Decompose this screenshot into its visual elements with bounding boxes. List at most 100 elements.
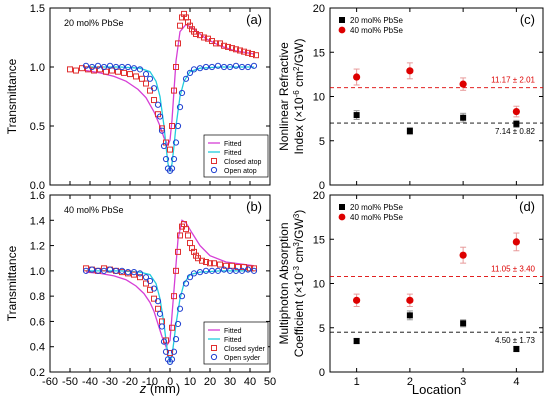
data-point bbox=[176, 305, 184, 312]
data-point bbox=[158, 127, 166, 134]
panel-letter: (d) bbox=[519, 199, 535, 214]
legend: Fitted Fitted Closed atop Open atop bbox=[203, 134, 269, 178]
legend-label: Closed atop bbox=[224, 159, 261, 166]
data-point bbox=[226, 63, 234, 71]
data-point bbox=[220, 266, 228, 273]
data-point bbox=[160, 142, 168, 150]
data-point bbox=[241, 48, 247, 55]
reference-label: 4.50 ± 1.73 bbox=[495, 336, 536, 345]
data-point bbox=[214, 62, 222, 69]
legend-box bbox=[203, 321, 269, 365]
legend-marker bbox=[338, 26, 346, 34]
legend-marker bbox=[210, 166, 218, 174]
data-point bbox=[208, 63, 216, 71]
x-tick-label: 40 bbox=[244, 376, 256, 388]
data-point bbox=[226, 267, 234, 274]
y-tick-label: 0.8 bbox=[30, 291, 45, 303]
data-point bbox=[207, 260, 213, 267]
data-point bbox=[169, 123, 175, 129]
data-point bbox=[244, 266, 252, 273]
panel-letter: (a) bbox=[246, 12, 262, 27]
y-tick-label: 0.4 bbox=[30, 342, 45, 354]
data-point bbox=[150, 285, 158, 292]
data-point bbox=[177, 22, 183, 29]
data-point bbox=[185, 232, 191, 239]
data-point bbox=[406, 128, 413, 135]
data-point bbox=[513, 120, 520, 127]
data-point bbox=[250, 62, 258, 69]
y-tick-label: 10 bbox=[313, 92, 325, 104]
data-point bbox=[175, 40, 181, 47]
data-point bbox=[177, 232, 183, 239]
data-point bbox=[146, 277, 154, 285]
y-tick-label: 0.2 bbox=[30, 367, 45, 379]
y-tick-label: 1.2 bbox=[30, 241, 45, 253]
data-point bbox=[173, 267, 179, 274]
x-tick-label: 20 bbox=[204, 376, 216, 388]
data-point bbox=[130, 269, 138, 276]
x-tick-label: 50 bbox=[264, 376, 276, 388]
data-point bbox=[353, 112, 360, 119]
data-point bbox=[406, 312, 413, 319]
data-point bbox=[106, 62, 114, 69]
y-tick-label: 20 bbox=[313, 190, 325, 202]
data-point bbox=[67, 66, 73, 73]
data-point bbox=[199, 257, 205, 264]
legend-label: Open syder bbox=[224, 355, 261, 362]
sample-annotation: 40 mol% PbSe bbox=[64, 205, 124, 215]
y-axis-label-part: cm bbox=[292, 247, 306, 266]
y-axis-label-part: cm bbox=[292, 71, 306, 90]
legend-label: Fitted bbox=[224, 337, 242, 344]
data-point bbox=[88, 63, 96, 71]
data-point bbox=[127, 71, 133, 78]
x-tick-label: -50 bbox=[62, 376, 78, 388]
reference-label: 11.05 ± 3.40 bbox=[491, 264, 535, 273]
data-point bbox=[124, 269, 132, 276]
data-point bbox=[159, 125, 165, 132]
data-point bbox=[124, 63, 132, 71]
legend-marker bbox=[211, 158, 217, 164]
data-point bbox=[214, 267, 222, 274]
data-point bbox=[143, 80, 149, 87]
data-point bbox=[101, 265, 107, 272]
data-point bbox=[112, 267, 120, 274]
reference-label: 7.14 ± 0.82 bbox=[495, 127, 536, 136]
data-point bbox=[460, 114, 467, 121]
data-point bbox=[146, 75, 154, 82]
data-point bbox=[172, 336, 180, 343]
data-point bbox=[174, 320, 182, 328]
y-axis-label-line1: Multiphoton Absorption bbox=[277, 222, 291, 344]
x-axis-label-var: z bbox=[139, 381, 147, 396]
y-axis-label-part: Coefficient (×10 bbox=[292, 273, 306, 357]
legend-label: Fitted bbox=[224, 150, 242, 157]
data-point bbox=[203, 259, 209, 266]
legend-marker bbox=[339, 204, 345, 210]
x-tick-label: 30 bbox=[224, 376, 236, 388]
data-point bbox=[353, 73, 361, 81]
data-point bbox=[187, 240, 193, 247]
data-point bbox=[137, 274, 143, 281]
x-tick-label: 4 bbox=[513, 376, 519, 388]
data-point bbox=[460, 320, 467, 327]
data-point bbox=[229, 45, 235, 52]
y-axis-label-sup: 3 bbox=[292, 242, 301, 247]
data-point bbox=[171, 87, 177, 94]
data-point bbox=[168, 165, 176, 172]
y-axis-label-line2: Index (×10-6 cm2/GW) bbox=[292, 39, 307, 155]
legend-label: 20 mol% PbSe bbox=[350, 203, 403, 212]
data-point bbox=[173, 64, 179, 70]
plot-frame bbox=[49, 194, 271, 373]
data-point bbox=[406, 296, 414, 304]
y-tick-label: 15 bbox=[313, 47, 325, 59]
data-point bbox=[100, 267, 108, 274]
data-point bbox=[130, 65, 138, 72]
data-point bbox=[156, 310, 164, 317]
y-tick-label: 0.0 bbox=[30, 180, 45, 192]
data-point bbox=[94, 62, 102, 69]
legend-marker bbox=[338, 213, 346, 221]
data-point bbox=[238, 267, 246, 274]
data-point bbox=[249, 51, 255, 58]
data-point bbox=[100, 63, 108, 71]
data-point bbox=[253, 52, 259, 59]
data-point bbox=[251, 265, 257, 272]
